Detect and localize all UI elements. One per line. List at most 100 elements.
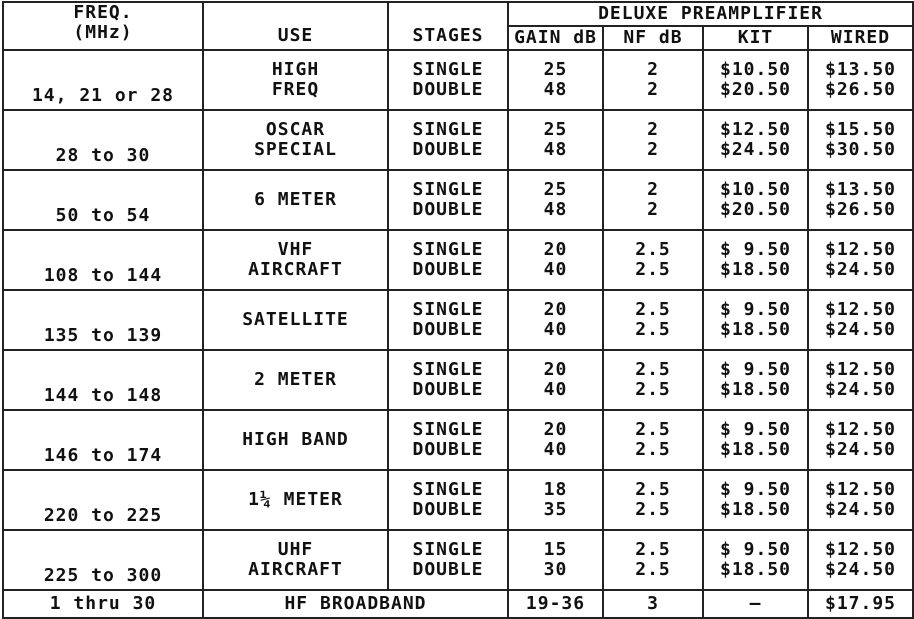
stages-cell: SINGLE DOUBLE [387, 289, 509, 351]
nf-text: 2.5 [635, 319, 671, 340]
stages-text: SINGLE [412, 299, 484, 320]
freq-cell: 50 to 54 [2, 169, 204, 231]
freq-text: 50 to 54 [55, 205, 151, 226]
nf-text: 2.5 [635, 439, 671, 460]
kit-text: $18.50 [719, 379, 792, 400]
kit-cell: $12.50 $24.50 [702, 109, 809, 171]
wired-text: $24.50 [825, 559, 897, 580]
kit-text: $18.50 [719, 319, 792, 340]
wired-text: $30.50 [825, 139, 897, 160]
gain-text: 48 [543, 79, 568, 100]
kit-text: $ 9.50 [719, 479, 792, 500]
kit-text: $18.50 [719, 439, 792, 460]
freq-cell: 135 to 139 [2, 289, 204, 351]
wired-text: $12.50 [825, 479, 897, 500]
use-text: OSCAR [265, 119, 326, 140]
nf-cell: 2.5 2.5 [602, 469, 704, 531]
use-text: HIGH BAND [242, 429, 349, 450]
wired-text: $15.50 [825, 119, 897, 140]
stages-text: SINGLE [412, 239, 484, 260]
group-header: DELUXE PREAMPLIFIER [506, 1, 914, 27]
use-cell: 1¼ METER [202, 469, 389, 531]
stages-text: SINGLE [412, 179, 484, 200]
freq-text: 108 to 144 [43, 265, 163, 286]
kit-cell: $10.50 $20.50 [702, 169, 809, 231]
stages-cell: SINGLE DOUBLE [387, 169, 509, 231]
kit-text: $18.50 [719, 499, 792, 520]
stages-cell: SINGLE DOUBLE [387, 229, 509, 291]
column-header: STAGES [387, 1, 509, 51]
wired-cell: $13.50 $26.50 [806, 169, 914, 231]
gain-cell: 20 40 [507, 229, 604, 291]
gain-cell: 18 35 [507, 469, 604, 531]
kit-text: — [749, 593, 762, 614]
gain-cell: 25 48 [507, 109, 604, 171]
kit-text: $12.50 [719, 119, 792, 140]
use-text: HF BROADBAND [284, 593, 427, 614]
nf-text: 2.5 [635, 379, 671, 400]
column-header-text: USE [277, 25, 314, 46]
table-row: 50 to 54 6 METER SINGLE DOUBLE 25 48 2 2 $10.50 $… [2, 169, 914, 231]
kit-text: $ 9.50 [719, 419, 792, 440]
stages-text: SINGLE [412, 479, 484, 500]
header-row: FREQ. (MHz) USE STAGES DELUXE PREAMPLIFIER [2, 1, 914, 51]
gain-text: 48 [543, 139, 568, 160]
freq-cell: 1 thru 30 [2, 589, 204, 619]
freq-text: 144 to 148 [43, 385, 163, 406]
gain-text: 20 [543, 419, 568, 440]
stages-text: DOUBLE [412, 79, 484, 100]
use-cell: 6 METER [202, 169, 389, 231]
column-header-text: KIT [737, 27, 774, 48]
gain-text: 20 [543, 299, 568, 320]
column-header-text: WIRED [830, 27, 891, 48]
kit-text: $18.50 [719, 559, 792, 580]
freq-cell: 146 to 174 [2, 409, 204, 471]
gain-text: 20 [543, 239, 568, 260]
gain-text: 48 [543, 199, 568, 220]
stages-text: DOUBLE [412, 259, 484, 280]
kit-cell: $ 9.50 $18.50 [702, 469, 809, 531]
table-row: 225 to 300 UHF AIRCRAFT SINGLE DOUBLE 15 30 2.5… [2, 529, 914, 591]
wired-cell: $12.50 $24.50 [806, 349, 914, 411]
use-text: 2 METER [254, 369, 337, 390]
kit-text: $20.50 [719, 199, 792, 220]
gain-cell: 20 40 [507, 349, 604, 411]
nf-text: 3 [647, 593, 659, 614]
kit-text: $20.50 [719, 79, 792, 100]
nf-text: 2.5 [635, 419, 671, 440]
stages-text: SINGLE [412, 359, 484, 380]
kit-cell: $ 9.50 $18.50 [702, 529, 809, 591]
gain-text: 15 [543, 539, 568, 560]
stages-text: SINGLE [412, 59, 484, 80]
wired-text: $24.50 [825, 259, 897, 280]
stages-text: SINGLE [412, 539, 484, 560]
table-row: 146 to 174 HIGH BAND SINGLE DOUBLE 20 40 2.5 2.… [2, 409, 914, 471]
gain-cell: 25 48 [507, 49, 604, 111]
wired-cell: $12.50 $24.50 [806, 469, 914, 531]
freq-cell: 225 to 300 [2, 529, 204, 591]
header-row: GAIN dB NF dB KIT WIRED [3, 25, 914, 51]
use-cell: HIGH BAND [202, 409, 389, 471]
kit-cell: $ 9.50 $18.50 [702, 409, 809, 471]
stages-cell: SINGLE DOUBLE [387, 49, 509, 111]
nf-cell: 2.5 2.5 [602, 349, 704, 411]
table-row: 108 to 144 VHF AIRCRAFT SINGLE DOUBLE 20 40 2.5… [2, 229, 914, 291]
gain-text: 18 [543, 479, 568, 500]
wired-text: $24.50 [825, 319, 897, 340]
freq-text: 28 to 30 [55, 145, 151, 166]
column-header-text: STAGES [412, 25, 484, 46]
use-text: 6 METER [254, 189, 337, 210]
freq-text: 135 to 139 [43, 325, 163, 346]
use-cell: HF BROADBAND [202, 589, 509, 619]
use-text: FREQ [271, 79, 320, 100]
use-text: UHF [277, 539, 314, 560]
wired-text: $12.50 [825, 539, 897, 560]
nf-text: 2.5 [635, 559, 671, 580]
gain-text: 40 [543, 379, 568, 400]
stages-text: DOUBLE [412, 499, 484, 520]
wired-cell: $12.50 $24.50 [806, 289, 914, 351]
gain-cell: 15 30 [507, 529, 604, 591]
kit-text: $ 9.50 [719, 239, 792, 260]
gain-text: 35 [543, 499, 568, 520]
